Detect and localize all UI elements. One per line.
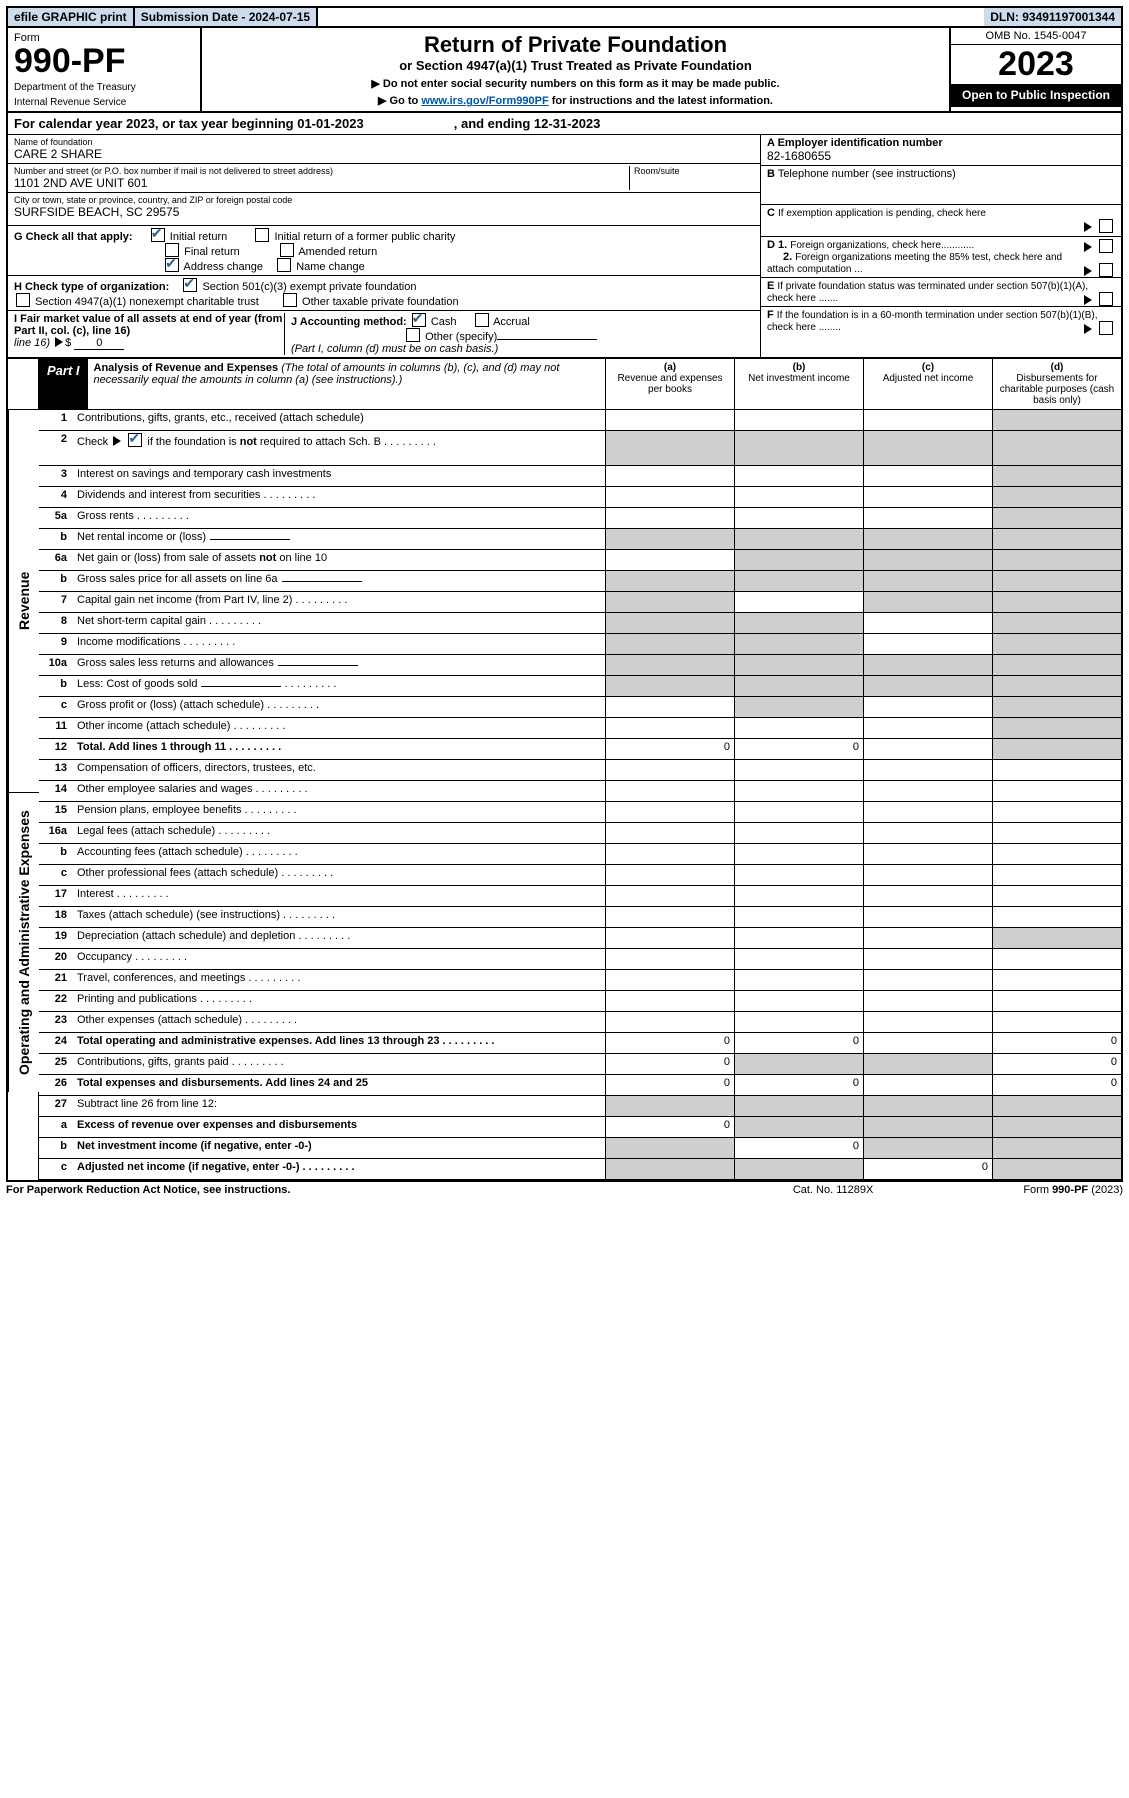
h-other-cb[interactable] xyxy=(283,293,297,307)
cash-cb[interactable] xyxy=(412,313,426,327)
check-f: F If the foundation is in a 60-month ter… xyxy=(761,307,1121,345)
h-4947-cb[interactable] xyxy=(16,293,30,307)
irs-link[interactable]: www.irs.gov/Form990PF xyxy=(421,95,548,107)
part-i-tag: Part I xyxy=(39,359,88,409)
line-18: 18Taxes (attach schedule) (see instructi… xyxy=(39,907,1121,928)
arrow-icon xyxy=(55,337,63,347)
line-4: 4Dividends and interest from securities xyxy=(39,487,1121,508)
paperwork-notice: For Paperwork Reduction Act Notice, see … xyxy=(6,1184,290,1196)
check-e: E If private foundation status was termi… xyxy=(761,278,1121,307)
line-22: 22Printing and publications xyxy=(39,991,1121,1012)
line-10a: 10aGross sales less returns and allowanc… xyxy=(39,655,1121,676)
line-2: 2Check if the foundation is not required… xyxy=(39,431,1121,466)
col-a-hdr: (a)Revenue and expenses per books xyxy=(605,359,734,409)
amended-cb[interactable] xyxy=(280,243,294,257)
e-cb[interactable] xyxy=(1099,292,1113,306)
name-label: Name of foundation xyxy=(14,137,754,147)
city-label: City or town, state or province, country… xyxy=(14,195,754,205)
line-19: 19Depreciation (attach schedule) and dep… xyxy=(39,928,1121,949)
cat-no: Cat. No. 11289X xyxy=(793,1184,874,1196)
line-i: I Fair market value of all assets at end… xyxy=(14,313,284,355)
form-header: Form 990-PF Department of the Treasury I… xyxy=(6,28,1123,113)
part-i-title: Analysis of Revenue and Expenses xyxy=(94,362,279,374)
foundation-name: CARE 2 SHARE xyxy=(14,147,754,161)
line-9: 9Income modifications xyxy=(39,634,1121,655)
ein: 82-1680655 xyxy=(767,149,831,163)
dln-label: DLN: 93491197001344 xyxy=(984,8,1121,26)
foundation-city: SURFSIDE BEACH, SC 29575 xyxy=(14,205,754,219)
line-6a: 6aNet gain or (loss) from sale of assets… xyxy=(39,550,1121,571)
line-c: cOther professional fees (attach schedul… xyxy=(39,865,1121,886)
form-number: 990-PF xyxy=(14,44,194,78)
line-8: 8Net short-term capital gain xyxy=(39,613,1121,634)
d1-cb[interactable] xyxy=(1099,239,1113,253)
line-b: bNet investment income (if negative, ent… xyxy=(39,1138,1121,1159)
room-label: Room/suite xyxy=(634,166,754,176)
h-501c3-cb[interactable] xyxy=(183,278,197,292)
dept-line: Department of the Treasury xyxy=(14,82,194,93)
line-23: 23Other expenses (attach schedule) xyxy=(39,1012,1121,1033)
line-c: cAdjusted net income (if negative, enter… xyxy=(39,1159,1121,1180)
line-11: 11Other income (attach schedule) xyxy=(39,718,1121,739)
line-5a: 5aGross rents xyxy=(39,508,1121,529)
calendar-year: For calendar year 2023, or tax year begi… xyxy=(6,113,1123,135)
line-21: 21Travel, conferences, and meetings xyxy=(39,970,1121,991)
form-subtitle: or Section 4947(a)(1) Trust Treated as P… xyxy=(212,58,939,73)
col-b-hdr: (b)Net investment income xyxy=(734,359,863,409)
initial-return-cb[interactable] xyxy=(151,228,165,242)
line-b: bAccounting fees (attach schedule) xyxy=(39,844,1121,865)
inst-line-1: ▶ Do not enter social security numbers o… xyxy=(212,77,939,90)
tax-year: 2023 xyxy=(951,45,1121,84)
check-d: D 1. Foreign organizations, check here..… xyxy=(761,237,1121,278)
col-c-hdr: (c)Adjusted net income xyxy=(863,359,992,409)
line-b: bNet rental income or (loss) xyxy=(39,529,1121,550)
inst-line-2: ▶ Go to www.irs.gov/Form990PF for instru… xyxy=(212,94,939,107)
line-3: 3Interest on savings and temporary cash … xyxy=(39,466,1121,487)
other-spec-cb[interactable] xyxy=(406,328,420,342)
check-c: C If exemption application is pending, c… xyxy=(761,205,1121,237)
line-j: J Accounting method: Cash Accrual Other … xyxy=(284,313,754,355)
line-15: 15Pension plans, employee benefits xyxy=(39,802,1121,823)
address-change-cb[interactable] xyxy=(165,258,179,272)
line-20: 20Occupancy xyxy=(39,949,1121,970)
d2-cb[interactable] xyxy=(1099,263,1113,277)
line-16a: 16aLegal fees (attach schedule) xyxy=(39,823,1121,844)
submission-date: Submission Date - 2024-07-15 xyxy=(135,8,318,26)
ein-label: A Employer identification number xyxy=(767,137,943,149)
name-change-cb[interactable] xyxy=(277,258,291,272)
line-7: 7Capital gain net income (from Part IV, … xyxy=(39,592,1121,613)
line-14: 14Other employee salaries and wages xyxy=(39,781,1121,802)
addr-label: Number and street (or P.O. box number if… xyxy=(14,166,629,176)
c-cb[interactable] xyxy=(1099,219,1113,233)
revenue-side: Revenue xyxy=(8,410,39,792)
top-bar: efile GRAPHIC print Submission Date - 20… xyxy=(6,6,1123,28)
line-13: 13Compensation of officers, directors, t… xyxy=(39,760,1121,781)
irs-line: Internal Revenue Service xyxy=(14,97,194,108)
phone-label: Telephone number (see instructions) xyxy=(778,168,956,180)
accrual-cb[interactable] xyxy=(475,313,489,327)
line-26: 26Total expenses and disbursements. Add … xyxy=(39,1075,1121,1096)
omb: OMB No. 1545-0047 xyxy=(951,28,1121,45)
line-a: aExcess of revenue over expenses and dis… xyxy=(39,1117,1121,1138)
line-c: cGross profit or (loss) (attach schedule… xyxy=(39,697,1121,718)
form-footer: Form 990-PF (2023) xyxy=(1023,1184,1123,1196)
check-h: H Check type of organization: Section 50… xyxy=(8,275,760,310)
efile-label[interactable]: efile GRAPHIC print xyxy=(8,8,135,26)
expenses-side: Operating and Administrative Expenses xyxy=(8,792,39,1092)
line-27: 27Subtract line 26 from line 12: xyxy=(39,1096,1121,1117)
line-25: 25Contributions, gifts, grants paid00 xyxy=(39,1054,1121,1075)
foundation-addr: 1101 2ND AVE UNIT 601 xyxy=(14,176,629,190)
initial-public-cb[interactable] xyxy=(255,228,269,242)
line-17: 17Interest xyxy=(39,886,1121,907)
f-cb[interactable] xyxy=(1099,321,1113,335)
public-inspection: Open to Public Inspection xyxy=(951,84,1121,107)
col-d-hdr: (d)Disbursements for charitable purposes… xyxy=(992,359,1121,409)
line-b: bLess: Cost of goods sold xyxy=(39,676,1121,697)
line-24: 24Total operating and administrative exp… xyxy=(39,1033,1121,1054)
line-1: 1Contributions, gifts, grants, etc., rec… xyxy=(39,410,1121,431)
line-12: 12Total. Add lines 1 through 1100 xyxy=(39,739,1121,760)
form-title: Return of Private Foundation xyxy=(212,32,939,58)
check-g: G Check all that apply: Initial return I… xyxy=(8,226,760,275)
line-b: bGross sales price for all assets on lin… xyxy=(39,571,1121,592)
